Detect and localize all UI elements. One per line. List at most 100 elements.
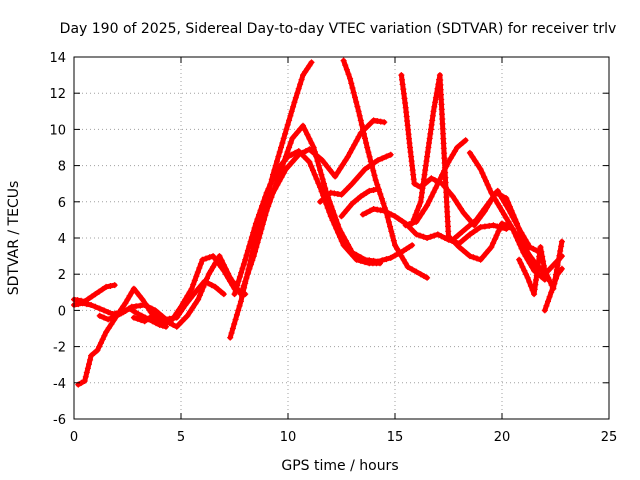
data-point xyxy=(79,300,86,307)
data-point xyxy=(416,203,422,210)
y-axis-label: SDTVAR / TECUs xyxy=(6,181,22,296)
data-point xyxy=(474,226,480,233)
data-point xyxy=(184,312,191,319)
data-point xyxy=(173,323,180,330)
data-point xyxy=(231,321,238,327)
data-point xyxy=(135,311,142,317)
data-point xyxy=(321,180,327,187)
data-point xyxy=(497,224,504,231)
data-point xyxy=(349,85,356,91)
data-point xyxy=(364,144,371,151)
data-point xyxy=(385,219,392,225)
data-point xyxy=(370,187,377,193)
data-point xyxy=(115,309,122,316)
data-point xyxy=(175,306,182,313)
data-point xyxy=(361,130,367,137)
data-point xyxy=(155,313,162,320)
data-point xyxy=(352,177,359,184)
data-point xyxy=(130,285,137,292)
data-point xyxy=(269,178,275,184)
data-point xyxy=(495,228,502,235)
data-point xyxy=(521,267,528,274)
data-point xyxy=(355,108,362,115)
data-point xyxy=(134,315,141,322)
data-point xyxy=(166,320,173,327)
series-16 xyxy=(466,149,548,283)
data-point xyxy=(315,162,322,169)
data-point xyxy=(462,225,469,232)
data-point xyxy=(266,197,273,204)
data-point xyxy=(96,305,103,312)
data-point xyxy=(377,260,383,267)
data-point xyxy=(313,175,320,182)
data-point xyxy=(370,167,377,174)
data-point xyxy=(99,286,106,293)
data-point xyxy=(473,216,480,223)
data-point xyxy=(545,298,551,305)
data-point xyxy=(144,304,151,311)
x-tick-label: 5 xyxy=(177,430,185,445)
data-point xyxy=(359,211,366,218)
y-tick-label: 2 xyxy=(58,268,66,283)
data-point xyxy=(193,273,200,280)
data-point xyxy=(558,238,565,245)
data-point xyxy=(526,278,533,285)
data-point xyxy=(152,311,159,317)
data-point xyxy=(133,289,140,296)
data-point xyxy=(414,182,421,189)
data-point xyxy=(277,163,283,170)
y-tick-label: 8 xyxy=(58,160,66,175)
data-point xyxy=(96,288,102,295)
data-point xyxy=(439,172,446,178)
data-point xyxy=(303,156,310,163)
data-point xyxy=(390,237,397,244)
data-point xyxy=(418,210,425,217)
data-point xyxy=(490,240,497,247)
data-point xyxy=(462,137,469,144)
data-point xyxy=(276,178,283,184)
data-point xyxy=(306,146,313,153)
data-point xyxy=(422,162,429,169)
data-point xyxy=(483,178,489,184)
data-point xyxy=(195,296,202,303)
data-point xyxy=(346,183,353,190)
data-point xyxy=(243,275,250,282)
data-point xyxy=(367,120,374,127)
data-point xyxy=(291,99,298,106)
data-point xyxy=(306,159,313,165)
data-point xyxy=(295,151,302,158)
data-point xyxy=(466,222,473,229)
data-point xyxy=(238,269,245,276)
data-point xyxy=(341,210,348,217)
data-point xyxy=(203,255,209,262)
data-point xyxy=(88,302,95,308)
data-point xyxy=(503,202,510,209)
data-point xyxy=(227,274,234,281)
y-tick-label: 0 xyxy=(58,304,66,319)
data-point xyxy=(499,207,505,214)
data-point xyxy=(501,198,508,205)
data-point xyxy=(545,274,552,281)
data-point xyxy=(342,157,349,164)
data-point xyxy=(460,209,467,216)
data-point xyxy=(355,173,362,180)
data-point xyxy=(392,213,398,220)
data-point xyxy=(511,229,518,236)
data-point xyxy=(414,207,421,214)
data-point xyxy=(88,293,95,300)
data-point xyxy=(524,256,531,263)
data-point xyxy=(122,300,129,307)
data-point xyxy=(340,242,347,249)
data-point xyxy=(380,200,387,207)
data-point xyxy=(292,94,299,101)
data-point xyxy=(241,284,248,291)
data-point xyxy=(196,265,203,271)
data-point xyxy=(398,253,405,260)
data-point xyxy=(259,202,265,209)
data-point xyxy=(541,307,548,314)
data-point xyxy=(374,181,381,188)
data-point xyxy=(474,255,480,262)
data-point xyxy=(507,222,514,229)
data-point xyxy=(233,311,240,318)
data-point xyxy=(229,325,236,332)
